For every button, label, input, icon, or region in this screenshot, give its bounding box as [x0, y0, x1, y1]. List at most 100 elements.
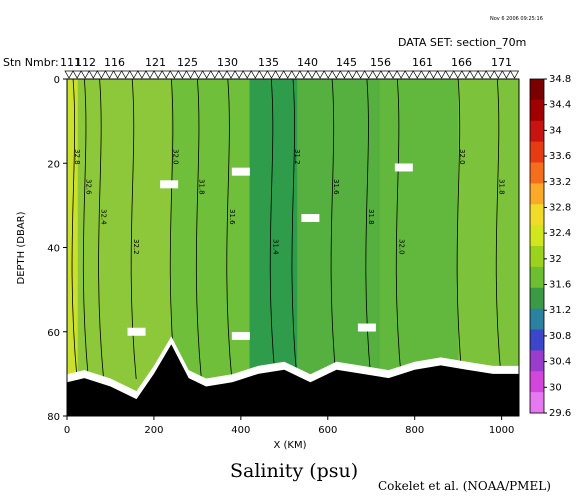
- contour-label: 31.6: [332, 179, 340, 195]
- y-tick-label: 80: [47, 412, 60, 423]
- station-marker: [161, 70, 171, 79]
- colorbar: 34.8 34.4 34 33.6 33.2 32.8 32.4 32 31.6 31.2 30.8…: [529, 74, 571, 419]
- station-marker: [169, 70, 179, 79]
- seafloor: [67, 344, 519, 416]
- x-axis-label: X (KM): [273, 440, 306, 451]
- salinity-field: [67, 79, 519, 416]
- station-marker: [258, 70, 269, 79]
- colorbar-swatch: [530, 141, 544, 163]
- station-marker: [469, 70, 479, 79]
- station-marker: [428, 70, 439, 79]
- credit-label: Cokelet et al. (NOAA/PMEL): [378, 479, 551, 493]
- colorbar-swatch: [530, 266, 544, 289]
- contour-label: 32.0: [397, 239, 405, 255]
- station-label: 112: [75, 56, 96, 69]
- station-marker: [80, 70, 90, 79]
- colorbar-swatch: [530, 225, 544, 247]
- colorbar-swatch: [530, 371, 544, 393]
- colorbar-label: 34.8: [549, 74, 571, 85]
- station-label: 140: [297, 56, 318, 69]
- contour-label: 31.6: [228, 209, 236, 225]
- colorbar-label: 31.2: [549, 305, 571, 316]
- contour-line: [269, 78, 276, 380]
- station-marker: [364, 70, 374, 79]
- colorbar-label: 32.4: [549, 228, 571, 239]
- salinity-band: [77, 79, 172, 416]
- contour-line: [82, 78, 89, 380]
- station-marker: [445, 70, 455, 79]
- y-axis-label: DEPTH (DBAR): [16, 211, 27, 284]
- station-marker: [210, 70, 220, 79]
- colorbar-swatch: [530, 392, 544, 414]
- station-marker: [396, 70, 406, 79]
- contour-label: 32.2: [132, 239, 140, 255]
- contour-label: 31.2: [293, 149, 301, 165]
- station-label: 171: [491, 56, 512, 69]
- station-marker: [64, 70, 74, 79]
- colorbar-swatch: [530, 79, 544, 101]
- colorbar-swatch: [530, 204, 544, 226]
- station-marker: [307, 70, 317, 79]
- chart-title: Salinity (psu): [230, 460, 358, 482]
- station-marker: [347, 70, 358, 79]
- colorbar-label: 34: [549, 125, 562, 136]
- station-marker: [242, 70, 252, 79]
- colorbar-frame: [529, 78, 545, 414]
- station-marker: [177, 70, 188, 79]
- station-marker: [274, 70, 285, 79]
- station-marker: [412, 70, 422, 79]
- no-data-patch: [231, 331, 250, 340]
- contour-line: [456, 78, 463, 380]
- station-label: 116: [104, 56, 125, 69]
- y-tick-label: 0: [54, 75, 60, 86]
- y-axis: 0 20 40 60 80: [47, 75, 67, 423]
- x-tick-label: 400: [231, 425, 250, 436]
- station-marker: [234, 70, 244, 79]
- station-marker: [145, 70, 155, 79]
- x-tick-label: 200: [144, 425, 163, 436]
- station-marker: [137, 70, 147, 79]
- contour-line: [395, 78, 402, 380]
- station-marker: [380, 70, 390, 79]
- station-marker: [112, 70, 123, 79]
- station-label: 121: [145, 56, 166, 69]
- station-marker: [331, 70, 341, 79]
- station-marker: [153, 70, 163, 79]
- station-marker: [436, 70, 447, 79]
- colorbar-swatch: [530, 120, 544, 143]
- colorbar-swatch: [530, 308, 544, 330]
- station-marker: [129, 70, 139, 79]
- contour-line: [495, 78, 502, 380]
- colorbar-label: 30.8: [549, 331, 571, 342]
- contour-label: 32.0: [171, 149, 179, 165]
- no-data-patch: [127, 327, 146, 336]
- colorbar-label: 30: [549, 382, 562, 393]
- colorbar-swatch: [530, 287, 544, 310]
- station-marker: [96, 70, 107, 79]
- station-marker: [250, 70, 260, 79]
- station-marker: [218, 70, 228, 79]
- contour-line: [71, 78, 78, 380]
- station-marker: [185, 70, 196, 79]
- no-data-patch: [301, 214, 320, 223]
- contour-label: 32.8: [73, 149, 81, 165]
- contour-label: 32.4: [100, 209, 108, 225]
- colorbar-label: 30.4: [549, 357, 571, 368]
- dataset-label: DATA SET: section_70m: [398, 36, 526, 49]
- colorbar-label: 31.6: [549, 280, 571, 291]
- contour-line: [98, 78, 104, 380]
- contour-lines: 32.8 32.6 32.4 32.2 32.0 31.8 31.6 31.4 31.2 31.6…: [71, 78, 505, 380]
- x-tick-label: 800: [405, 425, 424, 436]
- x-tick-label: 1000: [489, 425, 514, 436]
- contour-label: 31.8: [497, 179, 505, 195]
- colorbar-swatch: [530, 329, 544, 351]
- station-marker: [72, 70, 82, 79]
- no-data-patches: [127, 163, 413, 340]
- station-marker: [339, 70, 350, 79]
- contour-line: [291, 78, 298, 380]
- contour-label: 31.8: [197, 179, 205, 195]
- station-marker: [477, 70, 487, 79]
- station-label: 161: [412, 56, 433, 69]
- station-marker: [493, 70, 503, 79]
